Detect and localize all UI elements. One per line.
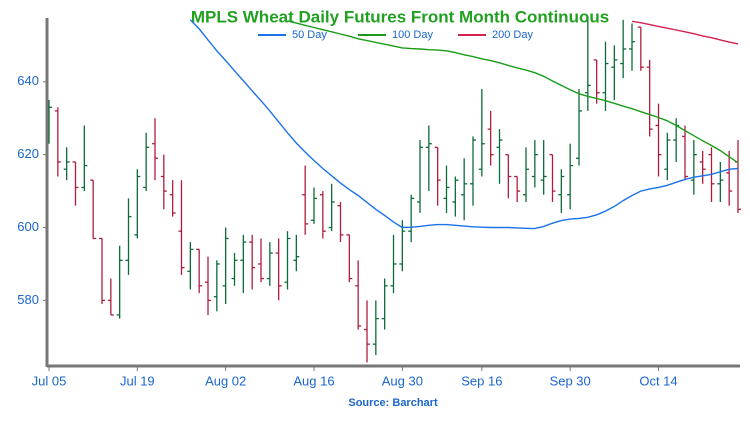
ma-line xyxy=(189,19,739,230)
x-tick-label: Aug 30 xyxy=(382,373,423,388)
ma-line xyxy=(287,20,739,164)
chart-title: MPLS Wheat Daily Futures Front Month Con… xyxy=(191,7,609,26)
legend-label: 200 Day xyxy=(492,29,533,41)
legend-label: 100 Day xyxy=(392,29,433,41)
y-tick-label: 620 xyxy=(17,146,39,161)
y-tick-label: 640 xyxy=(17,73,39,88)
x-tick-label: Sep 16 xyxy=(461,373,502,388)
x-tick-label: Aug 16 xyxy=(293,373,334,388)
x-tick-label: Jul 19 xyxy=(120,373,155,388)
x-tick-label: Aug 02 xyxy=(205,373,246,388)
x-tick-label: Sep 30 xyxy=(550,373,591,388)
x-tick-label: Oct 14 xyxy=(639,373,677,388)
source: Source: Barchart xyxy=(348,397,438,409)
legend-label: 50 Day xyxy=(292,29,327,41)
y-tick-label: 600 xyxy=(17,219,39,234)
ma-line xyxy=(631,20,739,45)
y-tick-label: 580 xyxy=(17,292,39,307)
x-tick-label: Jul 05 xyxy=(32,373,67,388)
